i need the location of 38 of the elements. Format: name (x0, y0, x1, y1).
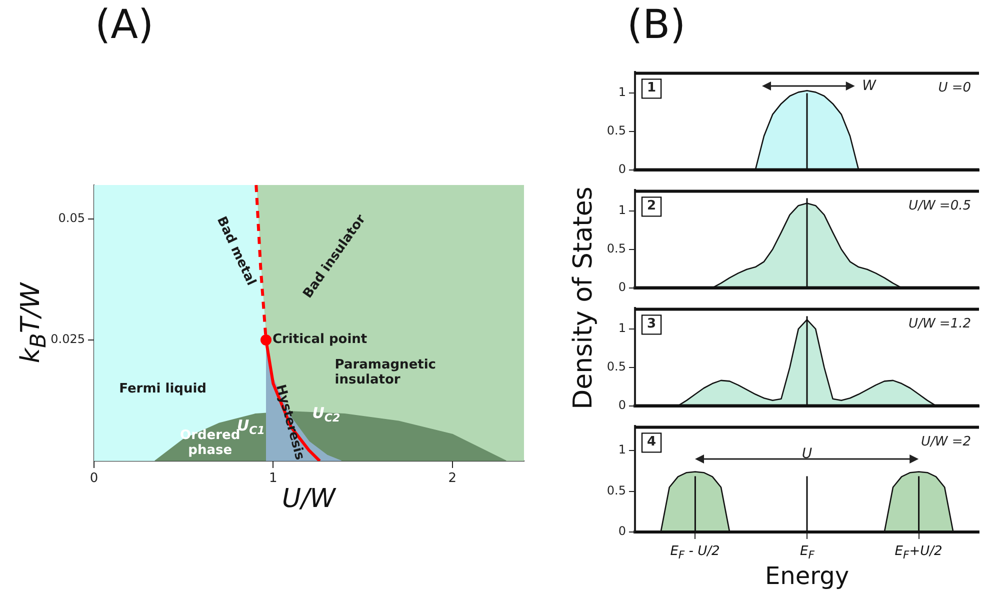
x-tick-label: 0 (90, 471, 98, 486)
y-tick-label: 0 (618, 524, 626, 538)
y-tick-label: 0 (618, 280, 626, 294)
y-tick-label: 0.5 (606, 242, 626, 256)
annotation: U/W =0.5 (908, 198, 972, 214)
annotation: 2 (647, 198, 656, 214)
y-tick-label: 0.5 (606, 124, 626, 138)
annotation: Fermi liquid (119, 382, 206, 397)
y-tick-label: 0.025 (50, 332, 85, 346)
annotation: 4 (647, 434, 656, 450)
annotation: W (862, 78, 878, 94)
x-tick-label: E$_{F}$+U/2 (894, 544, 942, 562)
chart-title: (A) (95, 2, 154, 48)
y-tick-label: 1 (618, 203, 626, 218)
annotation: U (802, 446, 812, 462)
x-tick-label: E$_{F}$ - U/2 (670, 544, 720, 562)
y-tick-label: 0.5 (606, 360, 626, 374)
annotation: 1 (647, 80, 656, 96)
y-tick-label: 1 (618, 321, 626, 336)
x-tick-label: E$_{F}$ (800, 544, 814, 562)
y-tick-label: 1 (618, 85, 626, 100)
annotation: U =0 (938, 80, 971, 96)
x-axis-title: U/W (282, 484, 336, 514)
x-tick-label: 2 (448, 471, 456, 486)
y-tick-label: 0 (618, 398, 626, 412)
y-tick-label: 0.5 (606, 483, 626, 498)
y-tick-label: 1 (618, 442, 626, 457)
annotation: 3 (647, 316, 656, 332)
y-tick-label: 0 (618, 162, 626, 176)
y-tick-label: 0.05 (58, 211, 85, 226)
annotation: Paramagnetic insulator (334, 358, 436, 388)
annotation: U/W =1.2 (908, 316, 972, 332)
y-axis-title: Density of States (568, 186, 598, 410)
annotation: Critical point (272, 332, 368, 347)
chart-title: (B) (627, 2, 686, 48)
x-axis-title: Energy (765, 562, 850, 590)
x-tick-label: 1 (269, 471, 278, 486)
annotation: U/W =2 (920, 434, 971, 450)
